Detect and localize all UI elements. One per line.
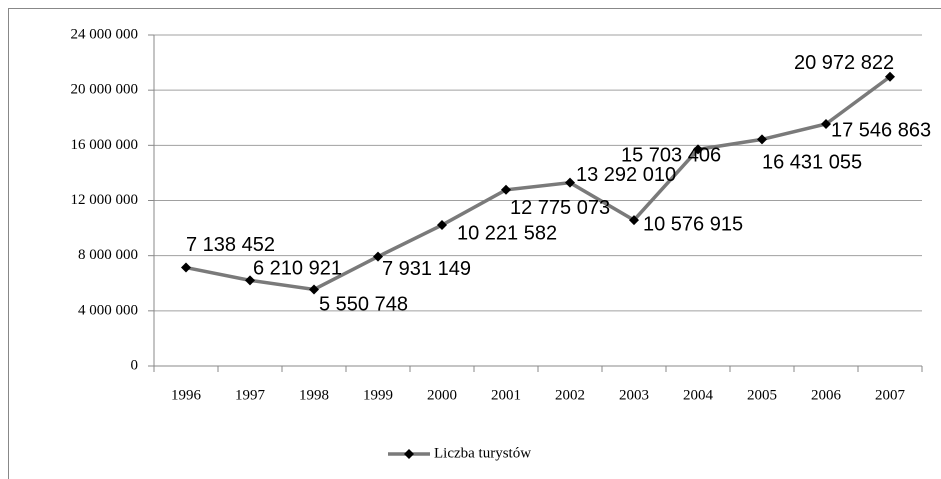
point-marker [373,251,383,262]
y-tick-label: 8 000 000 [78,247,138,263]
x-tick-label: 1999 [363,387,393,403]
data-label: 10 576 915 [643,213,743,235]
x-tick-label: 1998 [299,387,329,403]
y-tick-label: 4 000 000 [78,302,138,318]
x-tick-label: 2006 [811,387,842,403]
y-tick-label: 16 000 000 [71,137,139,153]
legend-label: Liczba turystów [434,445,531,461]
point-marker [245,275,255,286]
data-label: 17 546 863 [831,119,931,141]
point-marker [693,144,703,155]
point-marker [757,134,767,145]
x-tick-label: 2001 [491,387,521,403]
point-marker [437,220,447,231]
x-tick-label: 2005 [747,387,777,403]
point-marker [821,118,831,129]
y-tick-label: 12 000 000 [71,192,139,208]
data-label: 6 210 921 [253,258,342,280]
y-tick-label: 20 000 000 [71,82,139,98]
x-tick-label: 2003 [619,387,649,403]
point-marker [181,262,191,273]
x-tick-label: 2004 [683,387,714,403]
data-label: 7 931 149 [382,258,471,280]
x-tick-label: 2002 [555,387,585,403]
point-marker [309,284,319,295]
chart-frame [8,8,941,479]
y-tick-label: 24 000 000 [71,26,139,42]
x-tick-label: 2007 [875,387,906,403]
data-label: 20 972 822 [794,52,894,74]
series-line [185,75,892,292]
point-marker [501,184,511,195]
data-label: 10 221 582 [457,222,557,244]
x-tick-label: 1996 [171,387,202,403]
data-label: 13 292 010 [576,164,676,186]
point-marker [565,177,575,188]
data-label: 12 775 073 [510,197,610,219]
data-label: 16 431 055 [762,152,862,174]
point-marker [885,71,895,82]
point-marker [629,215,639,226]
data-label: 5 550 748 [319,294,408,316]
data-label: 15 703 406 [621,145,721,167]
data-label: 7 138 452 [186,234,275,256]
y-tick-label: 0 [131,357,139,373]
x-tick-label: 1997 [235,387,266,403]
x-tick-label: 2000 [427,387,457,403]
legend-marker [404,449,414,459]
